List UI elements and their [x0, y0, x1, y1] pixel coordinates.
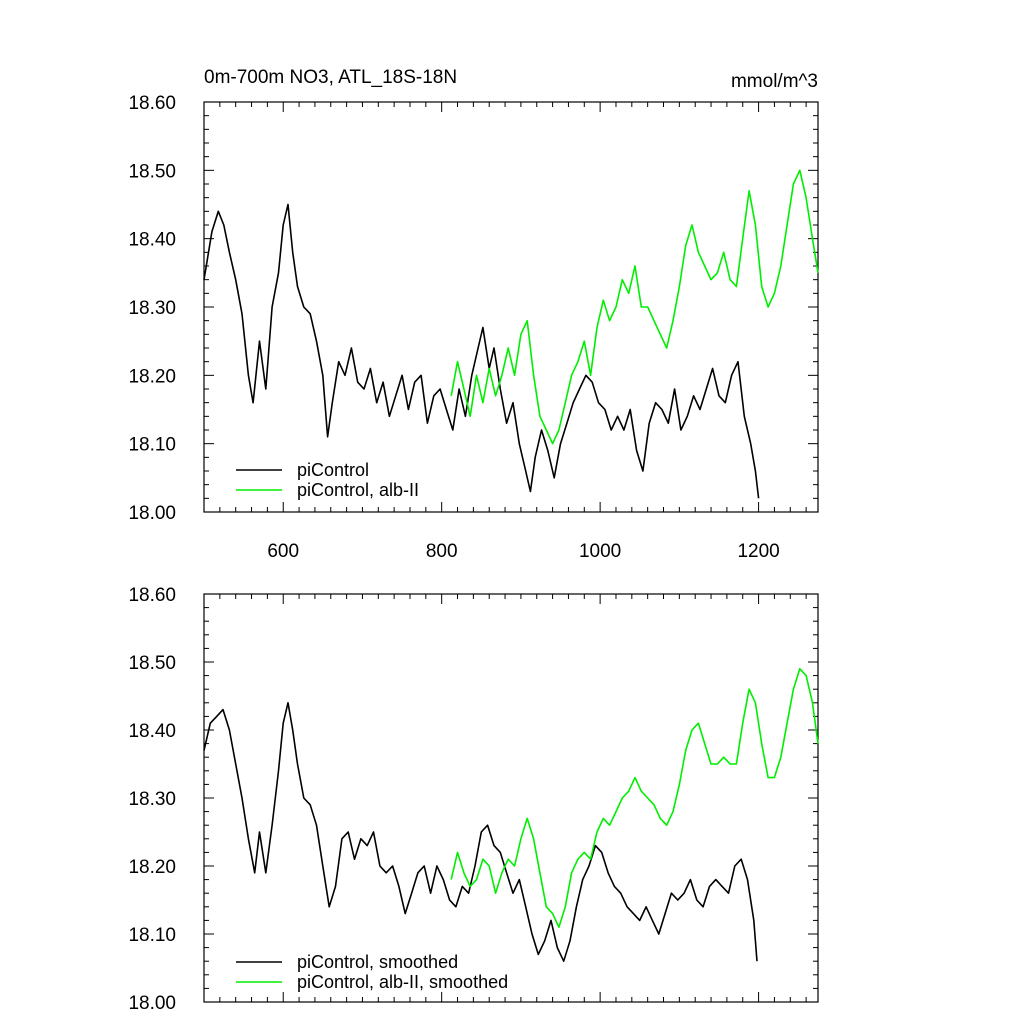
y-tick-label: 18.50: [128, 653, 176, 674]
series-line-picontrol-alb-ii: [450, 667, 819, 929]
y-tick-label: 18.60: [128, 93, 176, 114]
x-tick-label: 1000: [579, 541, 621, 562]
x-tick-label: 800: [426, 541, 458, 562]
plot-frame: [203, 593, 819, 1003]
series-line-picontrol-alb-ii: [450, 169, 819, 445]
y-tick-label: 18.50: [128, 161, 176, 182]
y-tick-label: 18.10: [128, 435, 176, 456]
legend-label: piControl, alb-II, smoothed: [297, 972, 508, 992]
y-tick-label: 18.60: [128, 585, 176, 606]
bottom-panel: 18.00 18.10 18.20 18.30 18.40 18.50 18.60 piCon…: [128, 585, 819, 1014]
y-tick-label: 18.20: [128, 366, 176, 387]
x-tick-label: 600: [267, 541, 299, 562]
y-tick-label: 18.00: [128, 503, 176, 524]
series-line-picontrol: [203, 701, 758, 963]
x-tick-label: 1200: [737, 541, 779, 562]
top-panel: 18.00 18.10 18.20 18.30 18.40 18.50 18.60 600 80…: [128, 93, 819, 562]
legend-label: piControl, alb-II: [297, 480, 419, 500]
chart-title: 0m-700m NO3, ATL_18S-18N: [204, 67, 457, 88]
y-tick-label: 18.20: [128, 857, 176, 878]
legend-label: piControl: [297, 460, 369, 480]
plot-frame: [203, 101, 819, 513]
units-label: mmol/m^3: [731, 71, 818, 92]
y-tick-label: 18.40: [128, 230, 176, 251]
y-tick-label: 18.40: [128, 721, 176, 742]
y-tick-label: 18.30: [128, 789, 176, 810]
y-tick-label: 18.10: [128, 925, 176, 946]
series-line-picontrol: [203, 203, 760, 499]
legend-label: piControl, smoothed: [297, 952, 458, 972]
y-tick-label: 18.00: [128, 993, 176, 1014]
y-tick-label: 18.30: [128, 298, 176, 319]
